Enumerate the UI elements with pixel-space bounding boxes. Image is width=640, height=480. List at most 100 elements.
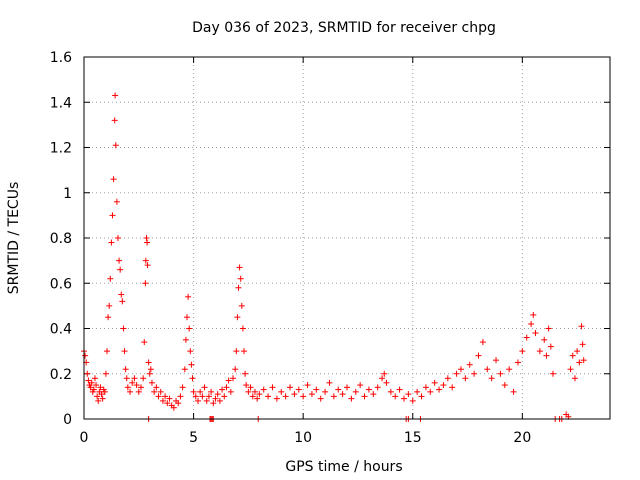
data-point [84,370,91,377]
data-point [240,348,247,355]
data-points [81,92,587,422]
data-point [189,375,196,382]
data-point [436,386,443,393]
data-point [400,395,407,402]
data-point [457,366,464,373]
data-point [523,334,530,341]
data-point [295,386,302,393]
data-point [223,384,230,391]
data-point [131,375,138,382]
data-point [578,323,585,330]
data-point [88,379,95,386]
data-point [579,341,586,348]
data-point [137,384,144,391]
data-point [260,386,267,393]
data-point [405,391,412,398]
data-point [192,393,199,400]
y-tick-label: 0.6 [50,276,72,292]
data-point [580,357,587,364]
data-point [278,388,285,395]
data-point [440,382,447,389]
data-point [409,397,416,404]
data-point [234,314,241,321]
x-tick-label: 20 [513,430,531,446]
data-point [330,393,337,400]
data-point [383,379,390,386]
data-point [111,117,118,124]
data-point [225,377,232,384]
data-point [93,382,100,389]
data-point [208,388,215,395]
data-point [249,393,256,400]
data-point [273,395,280,402]
data-point [497,370,504,377]
y-tick-labels: 0 0.2 0.4 0.6 0.8 1 1.2 1.4 1.6 [50,50,72,428]
data-point [112,142,119,149]
data-point [199,393,206,400]
data-point [235,284,242,291]
data-point [422,384,429,391]
data-point [121,348,128,355]
data-point [97,384,104,391]
data-point [232,366,239,373]
data-point [550,370,557,377]
data-point [245,388,252,395]
data-point [170,404,177,411]
data-point [361,393,368,400]
data-point [506,366,513,373]
y-axis-title: SRMTID / TECUs [6,182,22,295]
data-point [493,357,500,364]
data-point [239,325,246,332]
data-point [571,375,578,382]
data-point [104,348,111,355]
data-point [113,198,120,205]
data-point [269,384,276,391]
data-point [162,393,169,400]
data-point [547,343,554,350]
data-point [184,314,191,321]
data-point [221,393,228,400]
data-point [282,393,289,400]
data-point [237,275,244,282]
data-point [227,388,234,395]
data-point [142,257,149,264]
data-point [326,379,333,386]
data-point [291,391,298,398]
data-point [145,359,152,366]
data-point [147,366,154,373]
data-point [85,377,92,384]
x-axis-title: GPS time / hours [285,459,402,475]
data-point [155,393,162,400]
data-point [107,275,114,282]
data-point [95,397,102,404]
x-tick-label: 15 [404,430,422,446]
data-point [462,375,469,382]
data-point [119,298,126,305]
data-point [352,388,359,395]
data-point [188,361,195,368]
y-tick-label: 0.4 [50,322,72,338]
y-tick-label: 0 [63,412,72,428]
data-point [101,388,108,395]
data-point [418,393,425,400]
data-point [387,388,394,395]
data-point [444,375,451,382]
data-point [322,388,329,395]
data-point [127,388,134,395]
data-point [574,348,581,355]
y-tick-label: 1.6 [50,50,72,66]
data-point [114,235,121,241]
data-point [304,382,311,389]
axis-ticks [83,56,610,420]
data-point [479,339,486,346]
data-point [532,330,539,337]
data-point [449,384,456,391]
data-point [348,395,355,402]
data-point [133,382,140,389]
data-point [109,212,116,219]
x-tick-label: 5 [189,430,198,446]
data-point [488,375,495,382]
data-point [475,352,482,359]
data-point [576,359,583,366]
